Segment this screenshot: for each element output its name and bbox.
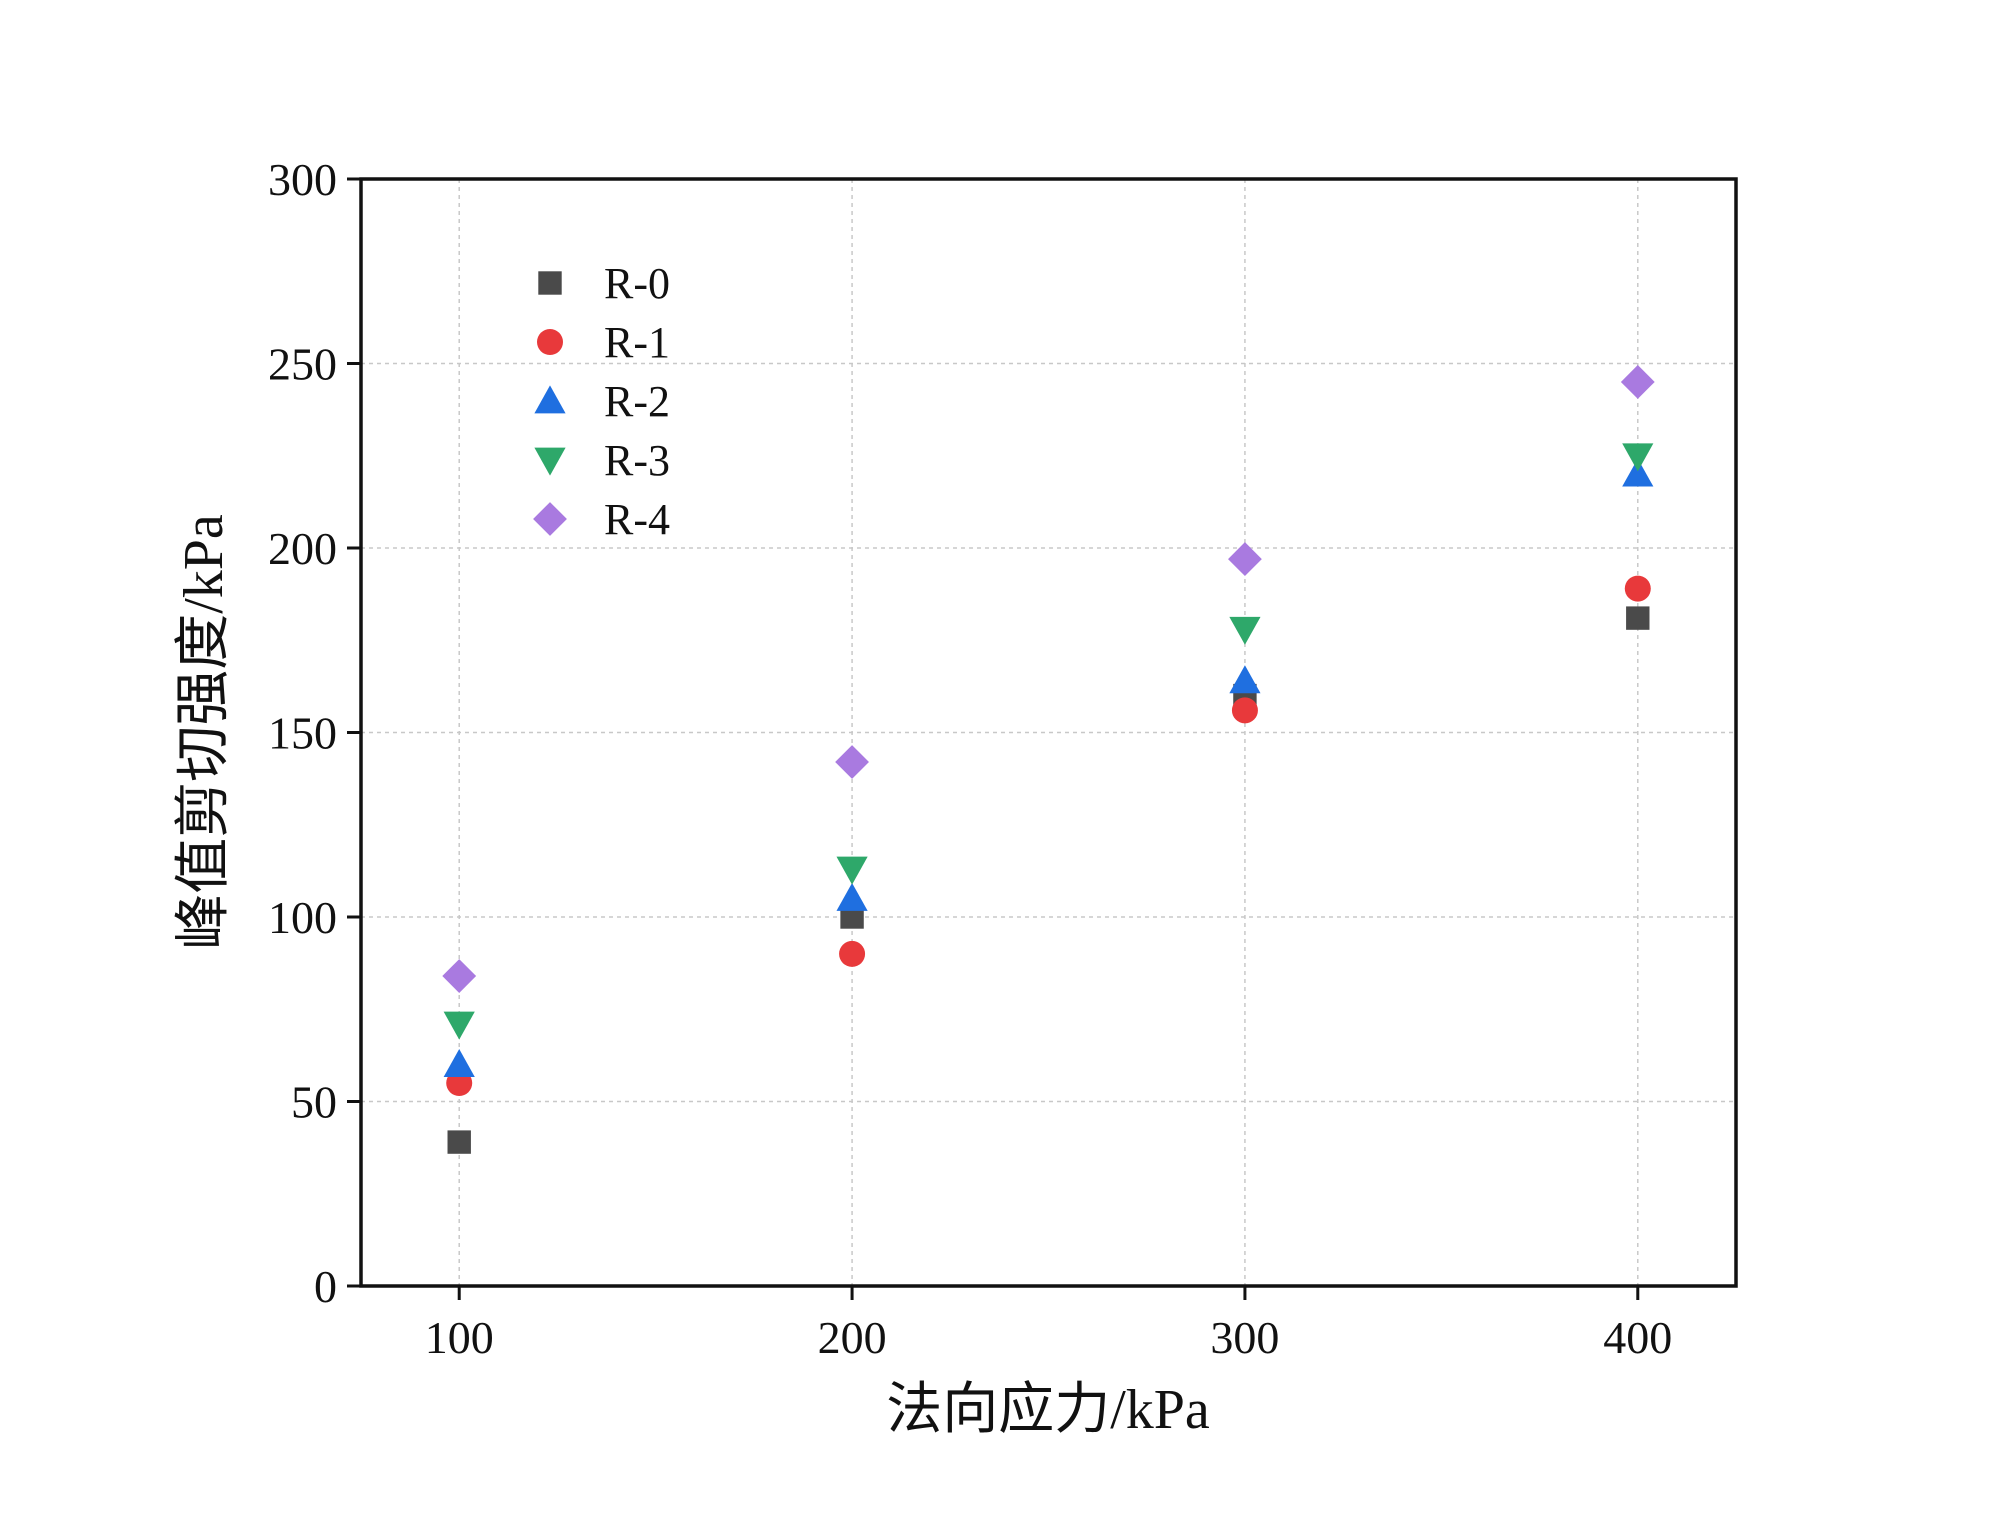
legend-label: R-3 <box>604 436 670 485</box>
data-point-r-0 <box>447 1130 471 1154</box>
data-point-r-0 <box>1626 606 1650 630</box>
data-point-r-2 <box>443 1049 475 1077</box>
data-point-r-4 <box>442 959 477 993</box>
data-point-r-0 <box>840 905 864 929</box>
legend-marker-r-2 <box>534 385 566 414</box>
y-tick-label: 250 <box>268 339 337 390</box>
x-axis-title: 法向应力/kPa <box>886 1379 1210 1441</box>
y-tick-label: 150 <box>268 708 337 759</box>
x-tick-label: 200 <box>818 1312 887 1363</box>
x-tick-labels: 100 200 300 400 <box>425 1312 1673 1363</box>
legend-label: R-4 <box>604 495 670 544</box>
y-tick-labels: 0 50 100 150 200 250 300 <box>268 154 337 1312</box>
legend: R-0 R-1 R-2 R-3 R-4 <box>533 259 670 544</box>
y-tick-label: 200 <box>268 523 337 574</box>
y-tick-label: 50 <box>291 1077 337 1128</box>
grid-lines <box>361 179 1736 1286</box>
data-point-r-1 <box>1231 697 1258 724</box>
legend-marker-r-1 <box>537 329 563 355</box>
data-point-r-3 <box>836 856 868 885</box>
data-points <box>442 365 1655 1154</box>
x-tick-label: 400 <box>1603 1312 1672 1363</box>
plot-frame <box>359 177 1738 1288</box>
y-tick-label: 100 <box>268 892 337 943</box>
x-tick-label: 300 <box>1210 1312 1279 1363</box>
data-point-r-4 <box>1228 542 1262 576</box>
data-point-r-3 <box>1622 443 1654 472</box>
data-point-r-3 <box>1229 616 1261 645</box>
legend-label: R-0 <box>604 259 670 308</box>
legend-label: R-2 <box>604 377 670 426</box>
legend-marker-r-3 <box>534 447 566 476</box>
legend-label: R-1 <box>604 318 670 367</box>
data-point-r-2 <box>836 882 868 911</box>
data-point-r-4 <box>835 745 869 779</box>
legend-marker-r-4 <box>533 502 567 536</box>
data-point-r-2 <box>1622 458 1654 487</box>
data-point-r-1 <box>839 940 866 967</box>
data-point-r-2 <box>1229 665 1261 694</box>
tick-marks <box>347 177 1640 1300</box>
y-tick-label: 300 <box>268 154 337 205</box>
data-point-r-1 <box>1624 575 1651 602</box>
data-point-r-4 <box>1620 365 1655 399</box>
y-axis-title: 峰值剪切强度/kPa <box>173 514 235 950</box>
data-point-r-3 <box>443 1011 475 1040</box>
legend-marker-r-0 <box>538 271 562 295</box>
y-tick-label: 0 <box>314 1261 337 1312</box>
x-tick-label: 100 <box>425 1312 494 1363</box>
